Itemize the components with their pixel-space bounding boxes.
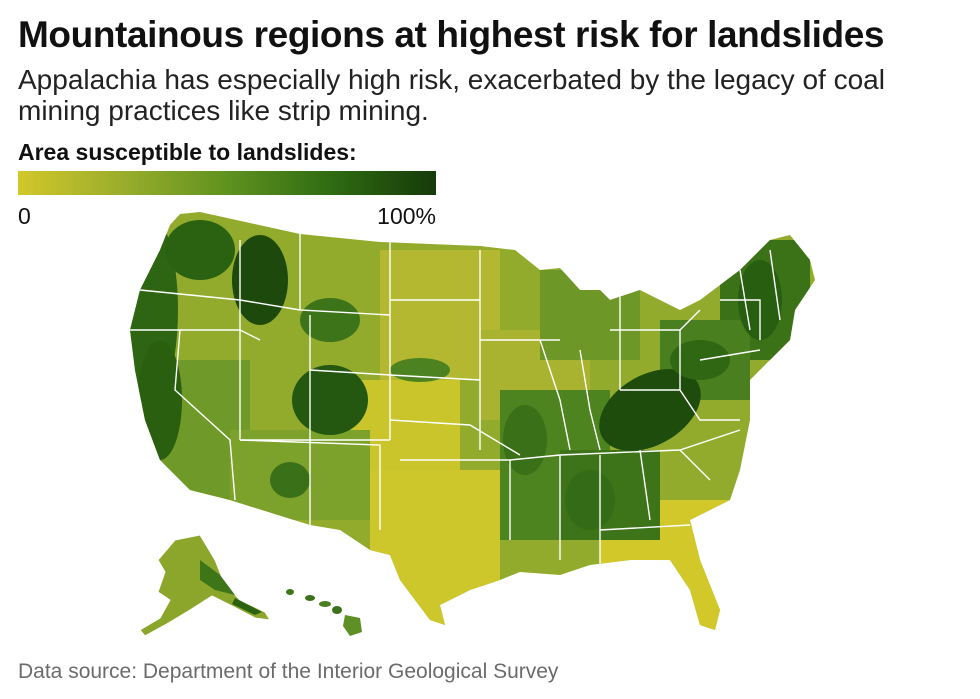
hawaii-maui <box>332 606 342 614</box>
hawaii <box>286 589 362 636</box>
hotspot-colorado <box>292 365 368 435</box>
legend-max-label: 100% <box>377 203 436 229</box>
chart-title: Mountainous regions at highest risk for … <box>18 14 885 55</box>
hawaii-big-island <box>343 615 362 636</box>
alaska <box>139 534 271 637</box>
hotspot-idaho <box>232 235 288 325</box>
alaska-panhandle <box>232 598 262 615</box>
hawaii-molokai <box>319 601 331 607</box>
alaska-shape <box>139 534 271 637</box>
region-texas <box>370 470 500 630</box>
chart-subtitle: Appalachia has especially high risk, exa… <box>18 64 885 126</box>
hawaii-oahu <box>305 595 315 601</box>
hotspot-arizona <box>270 462 310 498</box>
region-wisconsin-michigan <box>540 270 640 360</box>
hawaii-kauai <box>286 589 294 595</box>
state-borders <box>130 234 781 565</box>
contiguous-us <box>130 212 815 630</box>
hotspot-alabama <box>565 470 615 530</box>
hotspot-california-coast <box>138 340 182 460</box>
legend-title: Area susceptible to landslides: <box>18 139 357 165</box>
legend-min-label: 0 <box>18 203 31 229</box>
legend-color-bar <box>18 171 436 195</box>
hotspot-washington <box>165 220 235 280</box>
data-source: Data source: Department of the Interior … <box>18 660 559 683</box>
hotspot-wyoming <box>300 298 360 342</box>
alaska-range <box>200 560 235 595</box>
